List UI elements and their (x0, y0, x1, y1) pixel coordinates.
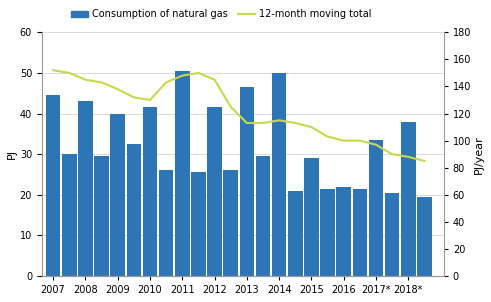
12-month moving total (147, 98, 153, 102)
Bar (385, 193, 399, 276)
12-month moving total (405, 155, 411, 159)
Bar (62, 154, 77, 276)
Y-axis label: PJ/year: PJ/year (474, 135, 484, 174)
Bar (401, 122, 415, 276)
12-month moving total (276, 118, 282, 122)
Bar (320, 189, 335, 276)
Y-axis label: PJ: PJ (7, 149, 17, 159)
12-month moving total (260, 121, 266, 125)
12-month moving total (389, 152, 395, 156)
Bar (288, 191, 302, 276)
Legend: Consumption of natural gas, 12-month moving total: Consumption of natural gas, 12-month mov… (67, 5, 375, 23)
12-month moving total (66, 71, 72, 75)
12-month moving total (82, 78, 88, 82)
12-month moving total (195, 71, 201, 75)
12-month moving total (228, 105, 234, 109)
12-month moving total (341, 139, 347, 143)
Line: 12-month moving total: 12-month moving total (53, 70, 424, 161)
12-month moving total (357, 139, 363, 143)
Bar (256, 156, 270, 276)
12-month moving total (421, 159, 427, 163)
Bar (353, 189, 367, 276)
12-month moving total (163, 81, 169, 84)
12-month moving total (292, 121, 298, 125)
Bar (46, 95, 60, 276)
12-month moving total (115, 87, 121, 91)
Bar (175, 71, 190, 276)
Bar (159, 170, 173, 276)
Bar (417, 197, 432, 276)
12-month moving total (373, 143, 379, 146)
Bar (127, 144, 141, 276)
12-month moving total (308, 125, 314, 129)
12-month moving total (179, 74, 185, 77)
12-month moving total (212, 78, 218, 82)
Bar (143, 108, 157, 276)
Bar (304, 158, 319, 276)
Bar (369, 140, 383, 276)
12-month moving total (50, 69, 56, 72)
12-month moving total (131, 95, 137, 99)
Bar (336, 187, 351, 276)
Bar (110, 114, 125, 276)
12-month moving total (325, 135, 330, 138)
Bar (191, 172, 206, 276)
12-month moving total (99, 81, 105, 84)
Bar (207, 108, 222, 276)
Bar (272, 73, 286, 276)
Bar (94, 156, 109, 276)
Bar (78, 101, 93, 276)
Bar (240, 87, 254, 276)
12-month moving total (244, 121, 250, 125)
Bar (223, 170, 238, 276)
